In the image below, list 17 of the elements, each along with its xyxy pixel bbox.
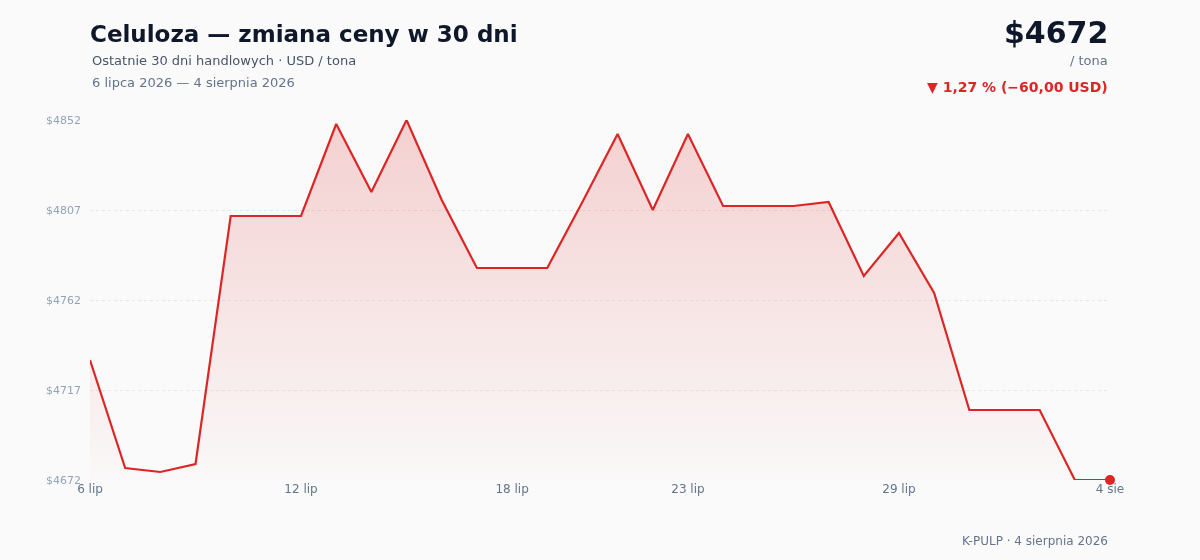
x-tick-label: 6 lip	[77, 482, 103, 496]
x-tick-label: 12 lip	[284, 482, 318, 496]
text: $4672	[1004, 15, 1109, 50]
chart-subtitle: Ostatnie 30 dni handlowych · USD / tona	[92, 53, 357, 68]
text: / tona	[1070, 53, 1108, 68]
y-tick-label: $4762	[46, 293, 81, 307]
x-tick-label: 18 lip	[495, 482, 529, 496]
x-tick-label: 4 sie	[1095, 482, 1125, 496]
x-tick-label: 23 lip	[671, 482, 705, 496]
chart-title: Celuloza — zmiana ceny w 30 dni	[90, 21, 518, 48]
y-tick-label: $4852	[46, 113, 81, 127]
text: K-PULP · 4 sierpnia 2026	[962, 534, 1108, 548]
text: ▼ 1,27 % (−60,00 USD)	[927, 79, 1108, 95]
x-tick-label: 29 lip	[882, 482, 916, 496]
y-tick-label: $4807	[46, 203, 81, 217]
text: 6 lipca 2026 — 4 sierpnia 2026	[92, 75, 295, 90]
y-tick-label: $4717	[46, 383, 81, 397]
